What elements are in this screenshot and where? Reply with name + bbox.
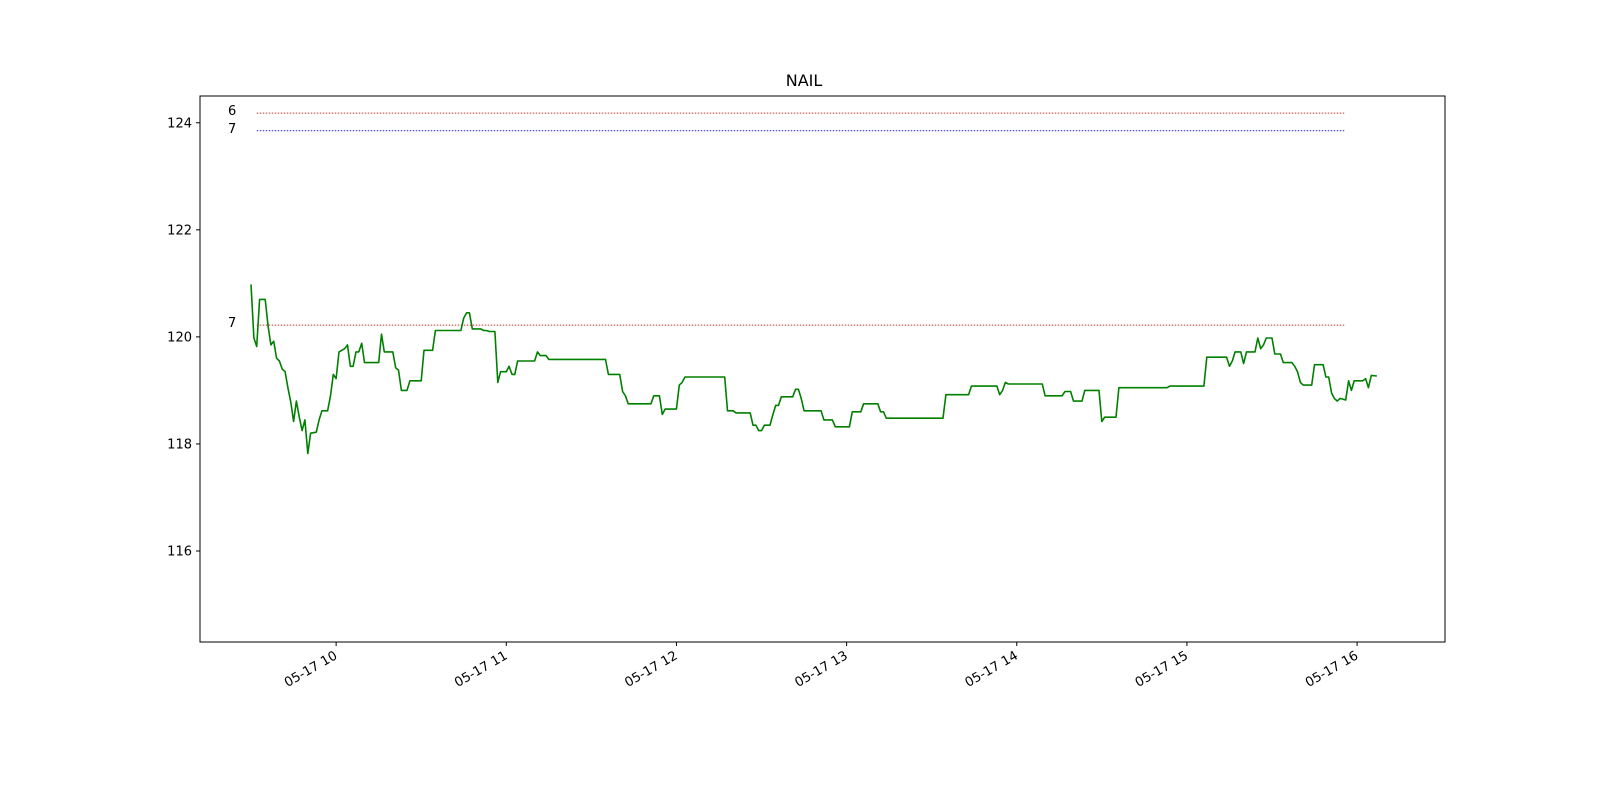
reference-levels: 6 7 7 <box>228 104 1346 331</box>
y-tick-label: 124 <box>167 116 192 131</box>
x-tick-label: 05-17 11 <box>452 648 510 690</box>
level-label: 7 <box>228 122 236 137</box>
x-axis: 05-17 10 05-17 11 05-17 12 05-17 13 05-17 14… <box>282 642 1361 691</box>
plot-frame <box>199 95 1446 643</box>
y-tick-label: 122 <box>167 223 192 238</box>
y-axis: 116 118 120 122 124 <box>167 116 200 560</box>
y-tick-label: 116 <box>167 545 192 560</box>
x-tick-label: 05-17 14 <box>963 648 1021 690</box>
chart-title: NAIL <box>786 71 823 90</box>
x-tick-label: 05-17 15 <box>1133 648 1191 690</box>
series-layer <box>250 284 1377 455</box>
y-tick-label: 120 <box>167 330 192 345</box>
x-tick-label: 05-17 10 <box>282 648 340 690</box>
x-tick-label: 05-17 12 <box>622 648 680 690</box>
x-tick-label: 05-17 13 <box>792 648 850 690</box>
x-tick-label: 05-17 16 <box>1303 648 1361 690</box>
level-label: 6 <box>228 104 236 119</box>
level-label: 7 <box>228 316 236 331</box>
y-tick-label: 118 <box>167 437 192 452</box>
series-line <box>250 284 1377 455</box>
